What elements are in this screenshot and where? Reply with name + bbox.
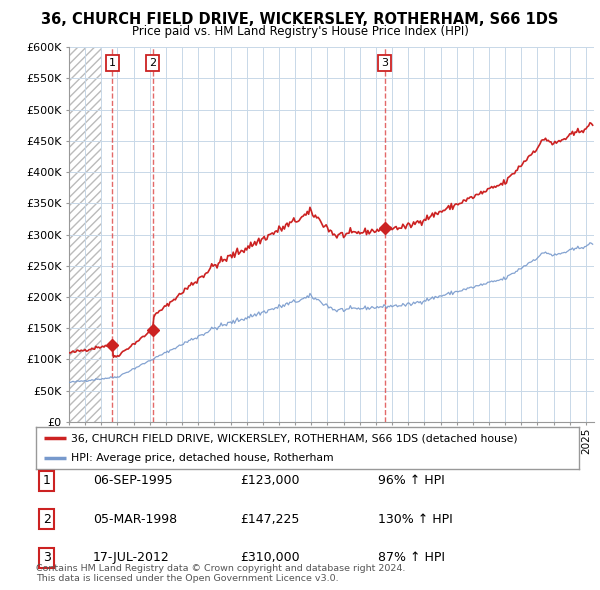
Text: HPI: Average price, detached house, Rotherham: HPI: Average price, detached house, Roth… <box>71 454 334 463</box>
Bar <box>69 47 101 422</box>
Text: £310,000: £310,000 <box>240 551 299 564</box>
Text: 87% ↑ HPI: 87% ↑ HPI <box>378 551 445 564</box>
Text: 36, CHURCH FIELD DRIVE, WICKERSLEY, ROTHERHAM, S66 1DS: 36, CHURCH FIELD DRIVE, WICKERSLEY, ROTH… <box>41 12 559 27</box>
Text: £123,000: £123,000 <box>240 474 299 487</box>
Text: 1: 1 <box>109 58 116 68</box>
Text: 3: 3 <box>381 58 388 68</box>
Text: 17-JUL-2012: 17-JUL-2012 <box>93 551 170 564</box>
Text: 36, CHURCH FIELD DRIVE, WICKERSLEY, ROTHERHAM, S66 1DS (detached house): 36, CHURCH FIELD DRIVE, WICKERSLEY, ROTH… <box>71 434 518 444</box>
Text: Price paid vs. HM Land Registry's House Price Index (HPI): Price paid vs. HM Land Registry's House … <box>131 25 469 38</box>
Text: 06-SEP-1995: 06-SEP-1995 <box>93 474 173 487</box>
Text: 1: 1 <box>43 474 51 487</box>
Text: 96% ↑ HPI: 96% ↑ HPI <box>378 474 445 487</box>
Text: 2: 2 <box>149 58 156 68</box>
Text: 2: 2 <box>43 513 51 526</box>
Text: £147,225: £147,225 <box>240 513 299 526</box>
Text: Contains HM Land Registry data © Crown copyright and database right 2024.
This d: Contains HM Land Registry data © Crown c… <box>36 563 406 583</box>
Text: 3: 3 <box>43 551 51 564</box>
Text: 05-MAR-1998: 05-MAR-1998 <box>93 513 177 526</box>
Text: 130% ↑ HPI: 130% ↑ HPI <box>378 513 453 526</box>
